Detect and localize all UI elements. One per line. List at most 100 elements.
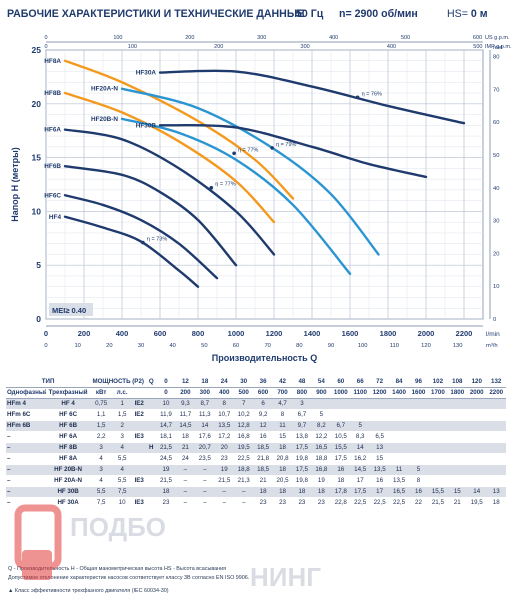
power-hp: 2 (112, 420, 133, 432)
head-value: 9,2 (253, 409, 273, 421)
head-value (467, 442, 487, 454)
q-m3h-value: 84 (389, 376, 409, 388)
svg-text:ПОДБО: ПОДБО (70, 512, 166, 542)
head-value: 16 (331, 464, 351, 476)
q-m3h-value: 0 (156, 376, 176, 388)
feet-tick-label: 80 (493, 55, 499, 61)
header-kw: кВт (90, 387, 113, 399)
h-label (146, 409, 157, 421)
x2-tick-label: 100 (358, 343, 368, 349)
x2-tick-label: 70 (264, 343, 270, 349)
mei-box (49, 303, 93, 316)
mei-label: MEI≥ 0.40 (52, 306, 86, 315)
head-value (428, 442, 448, 454)
h-label (146, 475, 157, 487)
x-tick-label: 600 (154, 329, 167, 338)
head-value: 23 (311, 497, 332, 509)
q-lmin-value: 800 (292, 387, 312, 399)
head-value: 18 (486, 497, 506, 509)
head-value: 16,2 (350, 453, 370, 465)
curve-hf30a (158, 69, 466, 125)
curve-hf20b-n (120, 117, 352, 276)
efficiency-point (232, 151, 236, 156)
feet-tick-label: 50 (493, 153, 499, 159)
head-value: 22,5 (233, 453, 254, 465)
head-value: 17 (350, 475, 370, 487)
head-value (447, 453, 468, 465)
head-value: 23,5 (195, 453, 215, 465)
table-row: – HF 30B 5,5 7,5 18– – – –18 18 18 18 17,8 17,5 17 16,… (6, 486, 506, 498)
footer-legend: Q - Производительность H - Общая маномет… (8, 566, 227, 572)
single-phase-model: – (6, 486, 47, 498)
q-m3h-value: 120 (467, 376, 487, 388)
q-m3h-value: 60 (331, 376, 351, 388)
q-m3h-value: 18 (195, 376, 215, 388)
head-value: 13,5 (214, 420, 234, 432)
ie-class: IE3 (132, 497, 147, 509)
q-lmin-value: 200 (175, 387, 196, 399)
q-m3h-value: 96 (408, 376, 429, 388)
table-row: – HF 8B 3 4 H 21,5 21 20,7 20 19,5 18,5 18 17,5 16,5 1… (6, 442, 506, 454)
head-value (428, 409, 448, 421)
imp-gpm-tick: 300 (301, 44, 310, 50)
y-tick-label: 5 (36, 260, 41, 270)
head-value (447, 420, 468, 432)
x2-tick-label: 10 (74, 343, 80, 349)
head-value (467, 398, 487, 410)
head-value (486, 453, 506, 465)
head-value: 18,8 (311, 453, 332, 465)
q-lmin-value: 1000 (331, 387, 351, 399)
three-phase-model: HF 6B (46, 420, 91, 432)
three-phase-model: HF 30A (46, 497, 91, 509)
head-value (486, 398, 506, 410)
x2-tick-label: 40 (169, 343, 175, 349)
head-value: 17,5 (292, 464, 312, 476)
head-value: 17,6 (195, 431, 215, 443)
head-value: 20,7 (195, 442, 215, 454)
curve-label-hf20a-n: HF20A-N (91, 86, 118, 93)
single-phase-model: – (6, 464, 47, 476)
power-kw: 4 (90, 453, 113, 465)
q-lmin-value: 600 (253, 387, 273, 399)
ie-class (132, 442, 147, 454)
header-blank (146, 387, 157, 399)
head-value: 23 (253, 497, 273, 509)
x2-tick-label: 0 (44, 343, 47, 349)
footer-ie-class: ▲ Класс эффективности трехфазного двигат… (8, 588, 169, 594)
power-hp: 5,5 (112, 453, 133, 465)
head-value: 19,5 (233, 442, 254, 454)
head-value: 23 (272, 497, 293, 509)
q-m3h-value: 48 (292, 376, 312, 388)
efficiency-label: η = 77% (238, 147, 258, 153)
head-value: – (233, 486, 254, 498)
head-value: 20,5 (272, 475, 293, 487)
head-value: 23 (292, 497, 312, 509)
h-label (146, 420, 157, 432)
us-gpm-tick: 300 (257, 35, 266, 41)
h-label (146, 464, 157, 476)
head-value (428, 398, 448, 410)
head-value: 18 (272, 486, 293, 498)
suction-height-label: HS= 0 м (447, 8, 488, 20)
head-value: 8,3 (350, 431, 370, 443)
three-phase-model: HF 20A-N (46, 475, 91, 487)
table-row: – HF 8A 4 5,5 24,5 24 23,5 23 22,5 21,8 20,8 19,8 18… (6, 453, 506, 465)
head-value: 19,5 (467, 497, 487, 509)
head-value: 19 (214, 464, 234, 476)
head-value: 11,3 (195, 409, 215, 421)
head-value: 11,9 (156, 409, 176, 421)
head-value: 21 (447, 497, 468, 509)
speed-label: n= 2900 об/мин (339, 8, 418, 20)
head-value: 12,8 (233, 420, 254, 432)
q-m3h-value: 132 (486, 376, 506, 388)
head-value: – (195, 475, 215, 487)
efficiency-point (270, 146, 274, 150)
imp-gpm-tick: 500 (473, 44, 482, 50)
y-tick-label: 25 (32, 45, 42, 55)
head-value (408, 409, 429, 421)
head-value (447, 409, 468, 421)
power-hp: 5,5 (112, 475, 133, 487)
head-value: 15 (369, 453, 390, 465)
q-m3h-value: 24 (214, 376, 234, 388)
